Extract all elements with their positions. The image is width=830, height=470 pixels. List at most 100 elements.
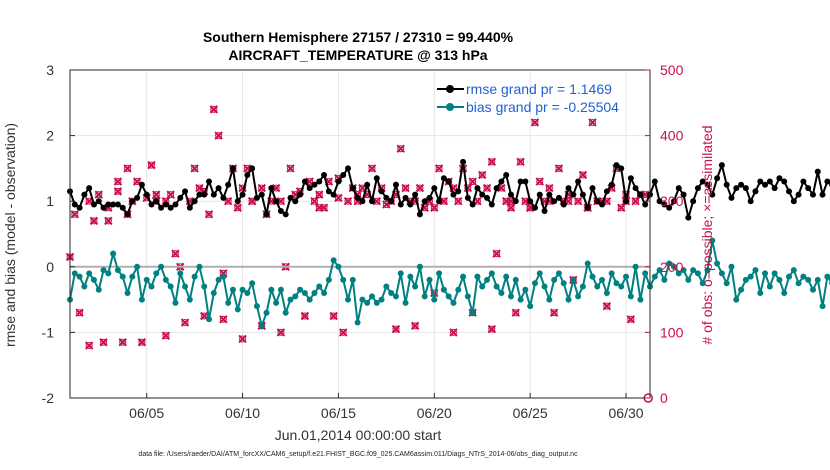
obs-possible-marker: [545, 184, 553, 192]
obs-assimilated-marker: [535, 177, 544, 186]
series-1-point: [474, 273, 481, 280]
series-1-point: [742, 276, 749, 283]
series-0-point: [206, 178, 213, 185]
series-1-point: [599, 276, 606, 283]
obs-possible-marker: [162, 332, 170, 340]
series-1-point: [201, 283, 208, 290]
series-0-point: [781, 178, 788, 185]
series-0-point: [124, 211, 131, 218]
series-0-point: [714, 175, 721, 182]
obs-assimilated-marker: [315, 190, 324, 199]
series-0-point: [167, 204, 174, 211]
obs-possible-marker: [76, 309, 84, 317]
obs-possible-marker: [334, 194, 342, 202]
y-tick-label-2: 0: [46, 259, 54, 275]
obs-assimilated-marker: [343, 196, 353, 206]
series-1-point: [148, 283, 155, 290]
series-1-point: [71, 270, 78, 277]
obs-assimilated-marker: [123, 164, 132, 173]
obs-possible-marker: [588, 118, 596, 126]
series-1-point: [714, 260, 721, 267]
series-1-point: [378, 296, 385, 303]
obs-assimilated-marker: [104, 216, 113, 226]
obs-assimilated-marker: [602, 301, 612, 311]
obs-assimilated-marker: [257, 183, 266, 193]
series-0-point: [627, 175, 634, 182]
obs-possible-marker: [95, 191, 103, 199]
series-0-point: [110, 201, 117, 208]
series-1-point: [575, 293, 582, 300]
obs-possible-marker: [114, 178, 122, 186]
series-1-point: [364, 299, 371, 306]
series-0-point: [407, 201, 414, 208]
series-0-point: [258, 191, 265, 198]
series-1-point: [565, 296, 572, 303]
series-0-point: [738, 181, 745, 188]
series-1-point: [292, 293, 299, 300]
legend: rmse grand pr = 1.1469 bias grand pr = -…: [437, 81, 619, 115]
obs-possible-marker: [239, 335, 247, 343]
obs-assimilated-marker: [396, 144, 405, 153]
obs-possible-marker: [512, 309, 520, 317]
series-1-point: [613, 280, 620, 287]
series-1-point: [277, 286, 284, 293]
series-1-point: [824, 273, 830, 280]
obs-possible-marker: [171, 250, 179, 258]
series-1-point: [531, 280, 538, 287]
series-1-point: [603, 290, 610, 297]
series-1-point: [114, 267, 121, 274]
obs-assimilated-marker: [118, 338, 127, 347]
series-1-point: [498, 290, 505, 297]
series-1-point: [282, 309, 289, 316]
obs-possible-marker: [191, 164, 199, 172]
series-0-point: [71, 201, 78, 208]
series-0-point: [814, 168, 821, 175]
legend-bias-marker: [446, 103, 454, 111]
series-1-point: [86, 270, 93, 277]
obs-possible-marker: [579, 171, 587, 179]
series-1-point: [287, 296, 294, 303]
series-1-point: [134, 263, 141, 270]
obs-possible-marker: [627, 315, 635, 323]
obs-possible-marker: [133, 178, 141, 186]
series-0-point: [824, 178, 830, 185]
obs-possible-marker: [205, 210, 213, 218]
series-1-point: [570, 276, 577, 283]
obs-assimilated-marker: [214, 131, 223, 140]
series-0-point: [297, 191, 304, 198]
series-0-point: [311, 181, 318, 188]
obs-possible-marker: [195, 184, 203, 192]
x-tick-label-2: 06/15: [321, 405, 356, 421]
obs-assimilated-marker: [521, 196, 530, 206]
series-1-point: [618, 283, 625, 290]
series-1-point: [445, 293, 452, 300]
series-1-point: [349, 276, 356, 283]
series-0-point: [709, 191, 716, 198]
series-0-point: [86, 185, 93, 192]
series-1-point: [167, 283, 174, 290]
obs-possible-marker: [555, 164, 563, 172]
series-0-point: [603, 188, 610, 195]
y-tick-label-4: 2: [46, 128, 54, 144]
series-0-point: [383, 194, 390, 201]
series-0-point: [416, 211, 423, 218]
series-1-point: [316, 283, 323, 290]
obs-possible-marker: [320, 204, 328, 212]
obs-assimilated-marker: [339, 328, 348, 337]
series-0-point: [460, 158, 467, 165]
series-1-point: [694, 270, 701, 277]
obs-assimilated-marker: [75, 308, 84, 317]
series-0-point: [517, 178, 524, 185]
obs-possible-marker: [258, 184, 266, 192]
obs-assimilated-marker: [511, 308, 520, 317]
obs-assimilated-marker: [84, 341, 94, 350]
series-1-point: [301, 290, 308, 297]
series-line-1: [69, 240, 830, 330]
obs-assimilated-marker: [434, 164, 444, 173]
x-tick-label-4: 06/25: [513, 405, 548, 421]
series-0-point: [253, 194, 260, 201]
obs-assimilated-marker: [516, 157, 525, 167]
series-1-point: [455, 286, 462, 293]
obs-assimilated-marker: [329, 311, 338, 321]
